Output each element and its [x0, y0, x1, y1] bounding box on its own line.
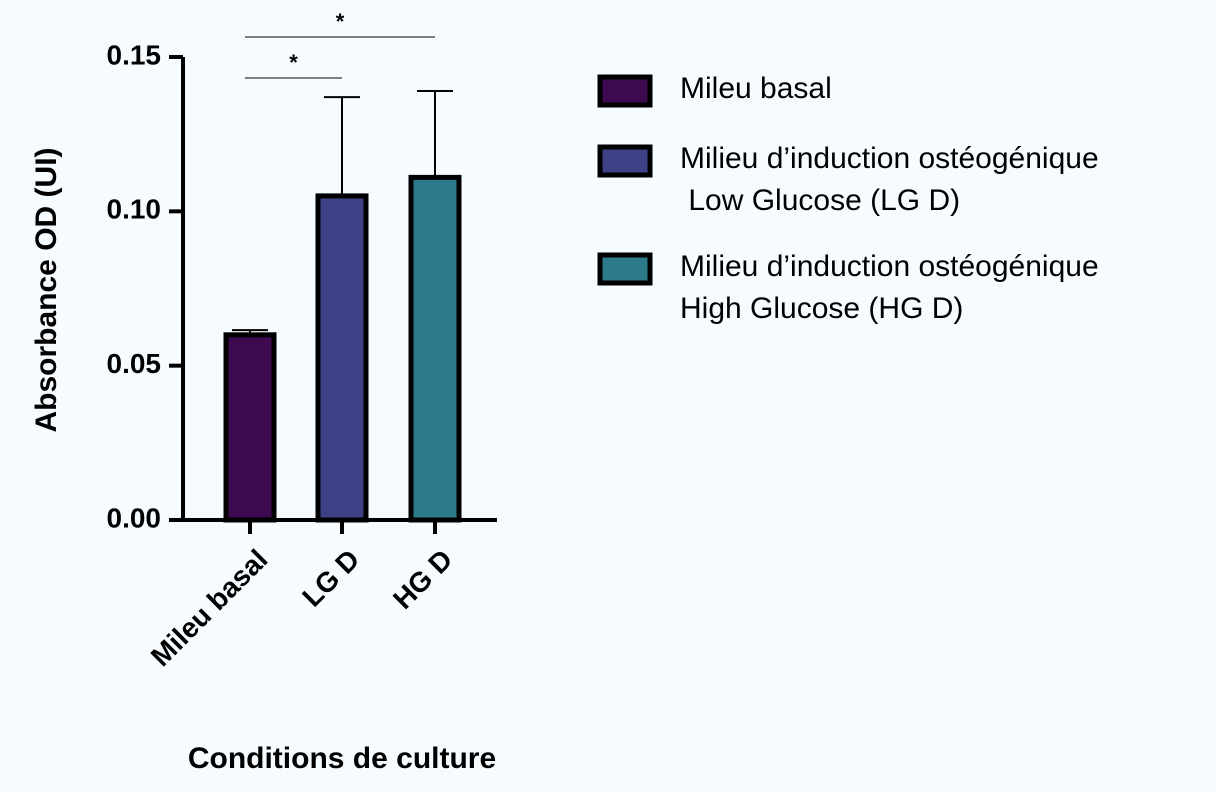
y-tick-label: 0.10	[107, 194, 162, 225]
legend-swatch	[597, 252, 653, 286]
x-tick-label: Mileu basal	[145, 544, 274, 673]
bar	[408, 174, 462, 523]
bar	[223, 332, 277, 523]
legend-label: Milieu d’induction ostéogénique	[680, 142, 1099, 175]
legend-label: Milieu d’induction ostéogénique	[680, 250, 1099, 283]
bar	[315, 193, 369, 523]
significance-label: *	[336, 9, 345, 34]
x-axis-title: Conditions de culture	[188, 742, 496, 775]
y-axis-title: Absorbance OD (UI)	[30, 147, 63, 432]
x-tick-label: HG D	[387, 544, 458, 615]
x-tick-label: LG D	[296, 544, 365, 613]
legend-swatch	[597, 144, 653, 178]
significance-label: *	[289, 50, 298, 75]
legend-swatch	[597, 74, 653, 108]
legend-label: Mileu basal	[680, 72, 832, 105]
y-tick-label: 0.15	[107, 39, 162, 70]
legend-label: Low Glucose (LG D)	[680, 184, 960, 217]
y-tick-label: 0.00	[107, 502, 162, 533]
legend-label: High Glucose (HG D)	[680, 292, 963, 325]
y-tick-label: 0.05	[107, 348, 162, 379]
